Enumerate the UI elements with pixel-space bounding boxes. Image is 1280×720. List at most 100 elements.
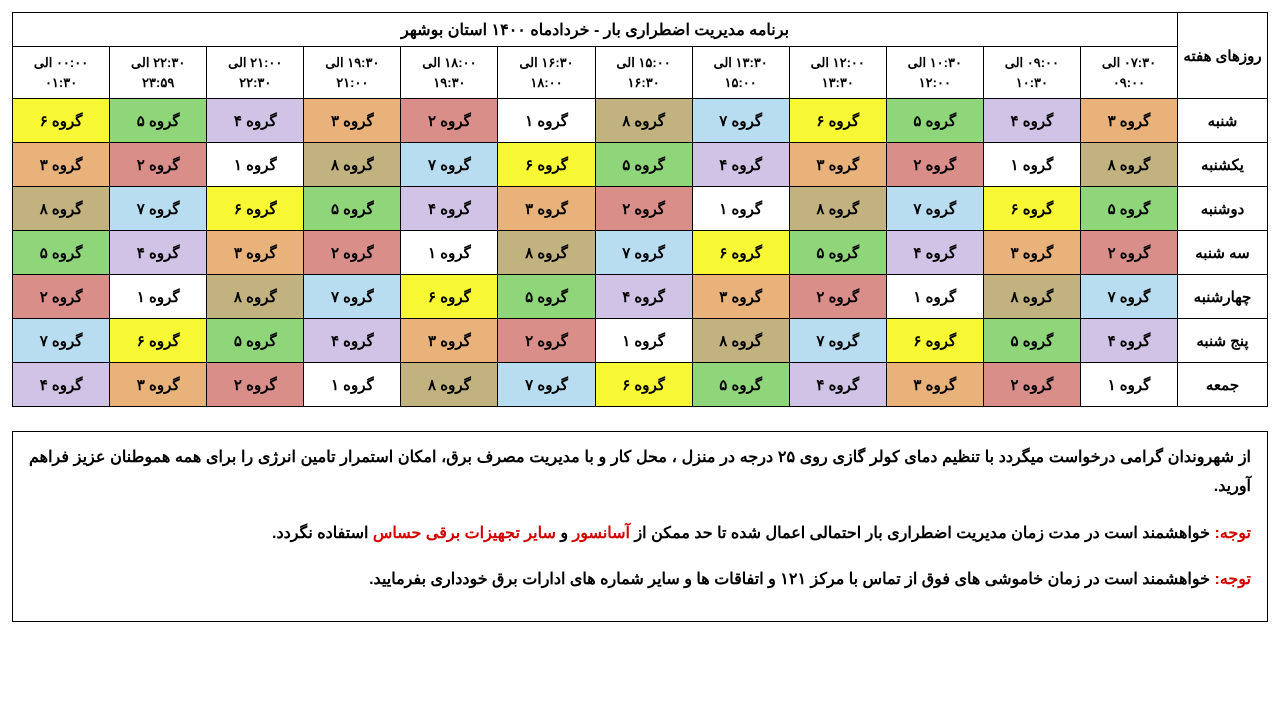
group-cell: گروه ۲ bbox=[110, 143, 207, 187]
group-cell: گروه ۶ bbox=[110, 319, 207, 363]
group-cell: گروه ۴ bbox=[983, 99, 1080, 143]
group-cell: گروه ۸ bbox=[789, 187, 886, 231]
group-cell: گروه ۶ bbox=[13, 99, 110, 143]
group-cell: گروه ۶ bbox=[983, 187, 1080, 231]
group-cell: گروه ۵ bbox=[595, 143, 692, 187]
group-cell: گروه ۷ bbox=[789, 319, 886, 363]
group-cell: گروه ۳ bbox=[789, 143, 886, 187]
group-cell: گروه ۱ bbox=[595, 319, 692, 363]
group-cell: گروه ۸ bbox=[13, 187, 110, 231]
group-cell: گروه ۷ bbox=[498, 363, 595, 407]
group-cell: گروه ۳ bbox=[304, 99, 401, 143]
note-2: توجه: خواهشمند است در مدت زمان مدیریت اض… bbox=[29, 520, 1251, 549]
group-cell: گروه ۲ bbox=[13, 275, 110, 319]
group-cell: گروه ۸ bbox=[304, 143, 401, 187]
time-slot-header: ۱۲:۰۰ الی۱۳:۳۰ bbox=[789, 47, 886, 99]
group-cell: گروه ۳ bbox=[886, 363, 983, 407]
day-name: دوشنبه bbox=[1178, 187, 1268, 231]
group-cell: گروه ۷ bbox=[304, 275, 401, 319]
day-name: جمعه bbox=[1178, 363, 1268, 407]
group-cell: گروه ۷ bbox=[595, 231, 692, 275]
group-cell: گروه ۸ bbox=[498, 231, 595, 275]
group-cell: گروه ۴ bbox=[595, 275, 692, 319]
group-cell: گروه ۶ bbox=[789, 99, 886, 143]
group-cell: گروه ۲ bbox=[886, 143, 983, 187]
group-cell: گروه ۴ bbox=[304, 319, 401, 363]
group-cell: گروه ۴ bbox=[1080, 319, 1177, 363]
group-cell: گروه ۷ bbox=[401, 143, 498, 187]
group-cell: گروه ۵ bbox=[110, 99, 207, 143]
group-cell: گروه ۶ bbox=[498, 143, 595, 187]
table-title: برنامه مدیریت اضطراری بار - خردادماه ۱۴۰… bbox=[13, 13, 1178, 47]
time-slot-header: ۱۳:۳۰ الی۱۵:۰۰ bbox=[692, 47, 789, 99]
group-cell: گروه ۷ bbox=[692, 99, 789, 143]
group-cell: گروه ۳ bbox=[207, 231, 304, 275]
group-cell: گروه ۳ bbox=[983, 231, 1080, 275]
group-cell: گروه ۲ bbox=[595, 187, 692, 231]
group-cell: گروه ۵ bbox=[498, 275, 595, 319]
group-cell: گروه ۸ bbox=[401, 363, 498, 407]
group-cell: گروه ۷ bbox=[886, 187, 983, 231]
group-cell: گروه ۷ bbox=[110, 187, 207, 231]
group-cell: گروه ۴ bbox=[886, 231, 983, 275]
time-slot-header: ۰۹:۰۰ الی۱۰:۳۰ bbox=[983, 47, 1080, 99]
group-cell: گروه ۵ bbox=[13, 231, 110, 275]
group-cell: گروه ۳ bbox=[110, 363, 207, 407]
group-cell: گروه ۷ bbox=[13, 319, 110, 363]
group-cell: گروه ۴ bbox=[13, 363, 110, 407]
group-cell: گروه ۶ bbox=[595, 363, 692, 407]
group-cell: گروه ۵ bbox=[304, 187, 401, 231]
notes-box: از شهروندان گرامی درخواست میگردد با تنظی… bbox=[12, 431, 1268, 622]
group-cell: گروه ۱ bbox=[110, 275, 207, 319]
time-slot-header: ۱۰:۳۰ الی۱۲:۰۰ bbox=[886, 47, 983, 99]
time-slot-header: ۱۵:۰۰ الی۱۶:۳۰ bbox=[595, 47, 692, 99]
group-cell: گروه ۶ bbox=[207, 187, 304, 231]
group-cell: گروه ۱ bbox=[692, 187, 789, 231]
time-slot-header: ۱۸:۰۰ الی۱۹:۳۰ bbox=[401, 47, 498, 99]
group-cell: گروه ۸ bbox=[692, 319, 789, 363]
group-cell: گروه ۱ bbox=[207, 143, 304, 187]
group-cell: گروه ۲ bbox=[207, 363, 304, 407]
group-cell: گروه ۸ bbox=[595, 99, 692, 143]
group-cell: گروه ۱ bbox=[498, 99, 595, 143]
day-name: یکشنبه bbox=[1178, 143, 1268, 187]
group-cell: گروه ۲ bbox=[304, 231, 401, 275]
group-cell: گروه ۸ bbox=[1080, 143, 1177, 187]
group-cell: گروه ۱ bbox=[1080, 363, 1177, 407]
group-cell: گروه ۳ bbox=[13, 143, 110, 187]
group-cell: گروه ۱ bbox=[886, 275, 983, 319]
group-cell: گروه ۴ bbox=[789, 363, 886, 407]
days-header: روزهای هفته bbox=[1178, 13, 1268, 99]
group-cell: گروه ۲ bbox=[1080, 231, 1177, 275]
schedule-table: روزهای هفته برنامه مدیریت اضطراری بار - … bbox=[12, 12, 1268, 407]
group-cell: گروه ۲ bbox=[789, 275, 886, 319]
time-slot-header: ۰۷:۳۰ الی۰۹:۰۰ bbox=[1080, 47, 1177, 99]
group-cell: گروه ۱ bbox=[983, 143, 1080, 187]
time-slot-header: ۱۶:۳۰ الی۱۸:۰۰ bbox=[498, 47, 595, 99]
group-cell: گروه ۵ bbox=[1080, 187, 1177, 231]
time-slot-header: ۲۲:۳۰ الی۲۳:۵۹ bbox=[110, 47, 207, 99]
group-cell: گروه ۴ bbox=[692, 143, 789, 187]
day-name: چهارشنبه bbox=[1178, 275, 1268, 319]
group-cell: گروه ۳ bbox=[1080, 99, 1177, 143]
group-cell: گروه ۵ bbox=[886, 99, 983, 143]
note-1: از شهروندان گرامی درخواست میگردد با تنظی… bbox=[29, 444, 1251, 502]
day-name: پنج شنبه bbox=[1178, 319, 1268, 363]
group-cell: گروه ۲ bbox=[983, 363, 1080, 407]
group-cell: گروه ۴ bbox=[207, 99, 304, 143]
time-slot-header: ۱۹:۳۰ الی۲۱:۰۰ bbox=[304, 47, 401, 99]
group-cell: گروه ۵ bbox=[207, 319, 304, 363]
group-cell: گروه ۱ bbox=[304, 363, 401, 407]
day-name: سه شنبه bbox=[1178, 231, 1268, 275]
group-cell: گروه ۸ bbox=[207, 275, 304, 319]
day-name: شنبه bbox=[1178, 99, 1268, 143]
time-slot-header: ۲۱:۰۰ الی۲۲:۳۰ bbox=[207, 47, 304, 99]
group-cell: گروه ۶ bbox=[692, 231, 789, 275]
group-cell: گروه ۳ bbox=[498, 187, 595, 231]
group-cell: گروه ۳ bbox=[401, 319, 498, 363]
group-cell: گروه ۴ bbox=[110, 231, 207, 275]
group-cell: گروه ۲ bbox=[401, 99, 498, 143]
group-cell: گروه ۶ bbox=[401, 275, 498, 319]
time-slot-header: ۰۰:۰۰ الی۰۱:۳۰ bbox=[13, 47, 110, 99]
group-cell: گروه ۷ bbox=[1080, 275, 1177, 319]
